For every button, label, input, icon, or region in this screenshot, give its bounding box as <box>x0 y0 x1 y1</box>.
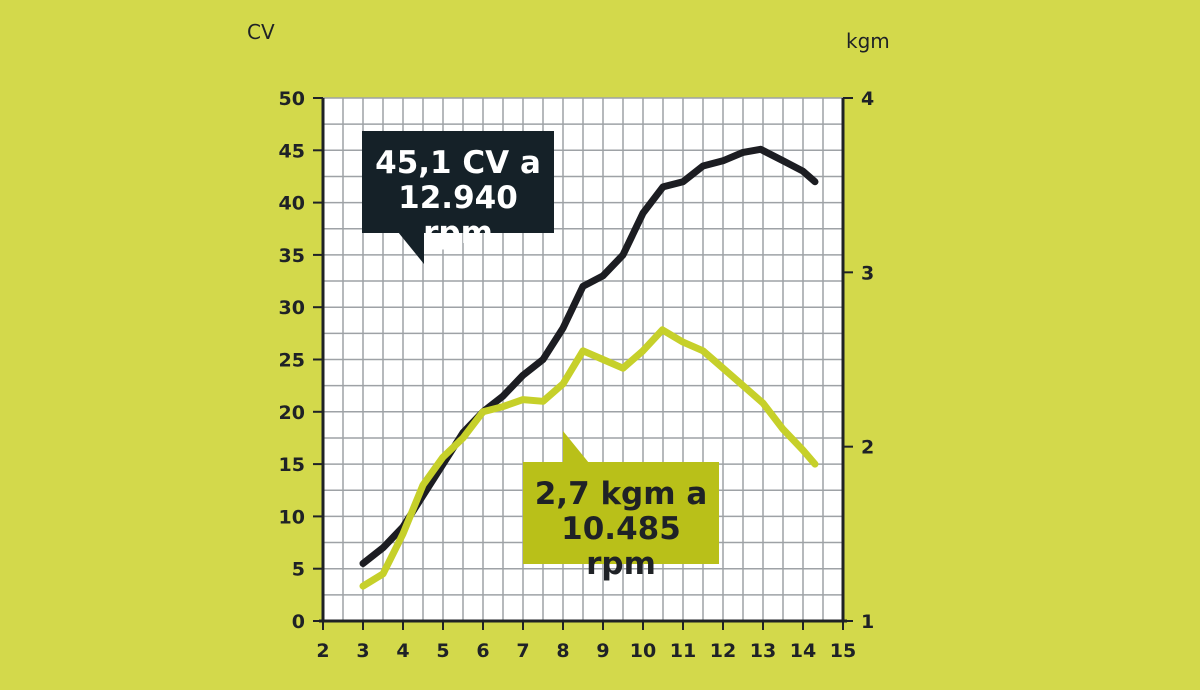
power-peak-callout: 45,1 CV a 12.940 rpm <box>362 131 554 251</box>
y-left-tick-label: 15 <box>279 454 305 476</box>
x-tick-label: 2 <box>316 640 329 662</box>
x-tick-label: 9 <box>596 640 609 662</box>
x-tick-label: 13 <box>750 640 776 662</box>
y-right-unit-label: kgm <box>846 29 890 53</box>
tick-labels: 2 3 4 5 6 7 8 9 10 11 12 13 14 1505101520253035404550… <box>279 88 875 662</box>
y-left-tick-label: 45 <box>279 140 305 162</box>
x-tick-label: 5 <box>436 640 449 662</box>
x-tick-label: 11 <box>670 640 696 662</box>
y-left-tick-label: 30 <box>279 297 305 319</box>
y-left-tick-label: 35 <box>279 245 305 267</box>
y-right-tick-label: 3 <box>861 262 874 284</box>
x-tick-label: 10 <box>630 640 656 662</box>
y-left-unit-label: CV <box>247 20 275 44</box>
x-tick-label: 8 <box>556 640 569 662</box>
x-tick-label: 3 <box>356 640 369 662</box>
y-right-tick-label: 1 <box>861 611 874 633</box>
power-curve <box>359 145 819 567</box>
torque-curve <box>359 326 819 590</box>
torque-callout-line-2: 10.485 rpm <box>561 511 681 582</box>
y-left-tick-label: 0 <box>292 611 305 633</box>
x-tick-label: 15 <box>830 640 856 662</box>
x-tick-label: 4 <box>396 640 409 662</box>
series-layer <box>359 145 819 590</box>
y-left-tick-label: 10 <box>279 506 305 528</box>
torque-callout-line-1: 2,7 kgm a <box>534 476 708 512</box>
y-left-tick-label: 40 <box>279 193 305 215</box>
power-callout-pointer <box>398 232 424 264</box>
y-left-tick-label: 50 <box>279 88 305 110</box>
torque-peak-callout: 2,7 kgm a 10.485 rpm <box>523 462 719 582</box>
y-right-tick-label: 2 <box>861 437 874 459</box>
y-left-tick-label: 25 <box>279 350 305 372</box>
y-left-tick-label: 20 <box>279 402 305 424</box>
y-right-tick-label: 4 <box>861 88 874 110</box>
x-tick-label: 7 <box>516 640 529 662</box>
torque-callout-pointer <box>563 431 589 463</box>
power-callout-line-1: 45,1 CV a <box>375 145 541 181</box>
axes <box>313 97 853 630</box>
x-tick-label: 6 <box>476 640 489 662</box>
power-callout-line-2: 12.940 rpm <box>398 180 518 251</box>
y-left-tick-label: 5 <box>292 559 305 581</box>
x-tick-label: 14 <box>790 640 816 662</box>
x-tick-label: 12 <box>710 640 736 662</box>
